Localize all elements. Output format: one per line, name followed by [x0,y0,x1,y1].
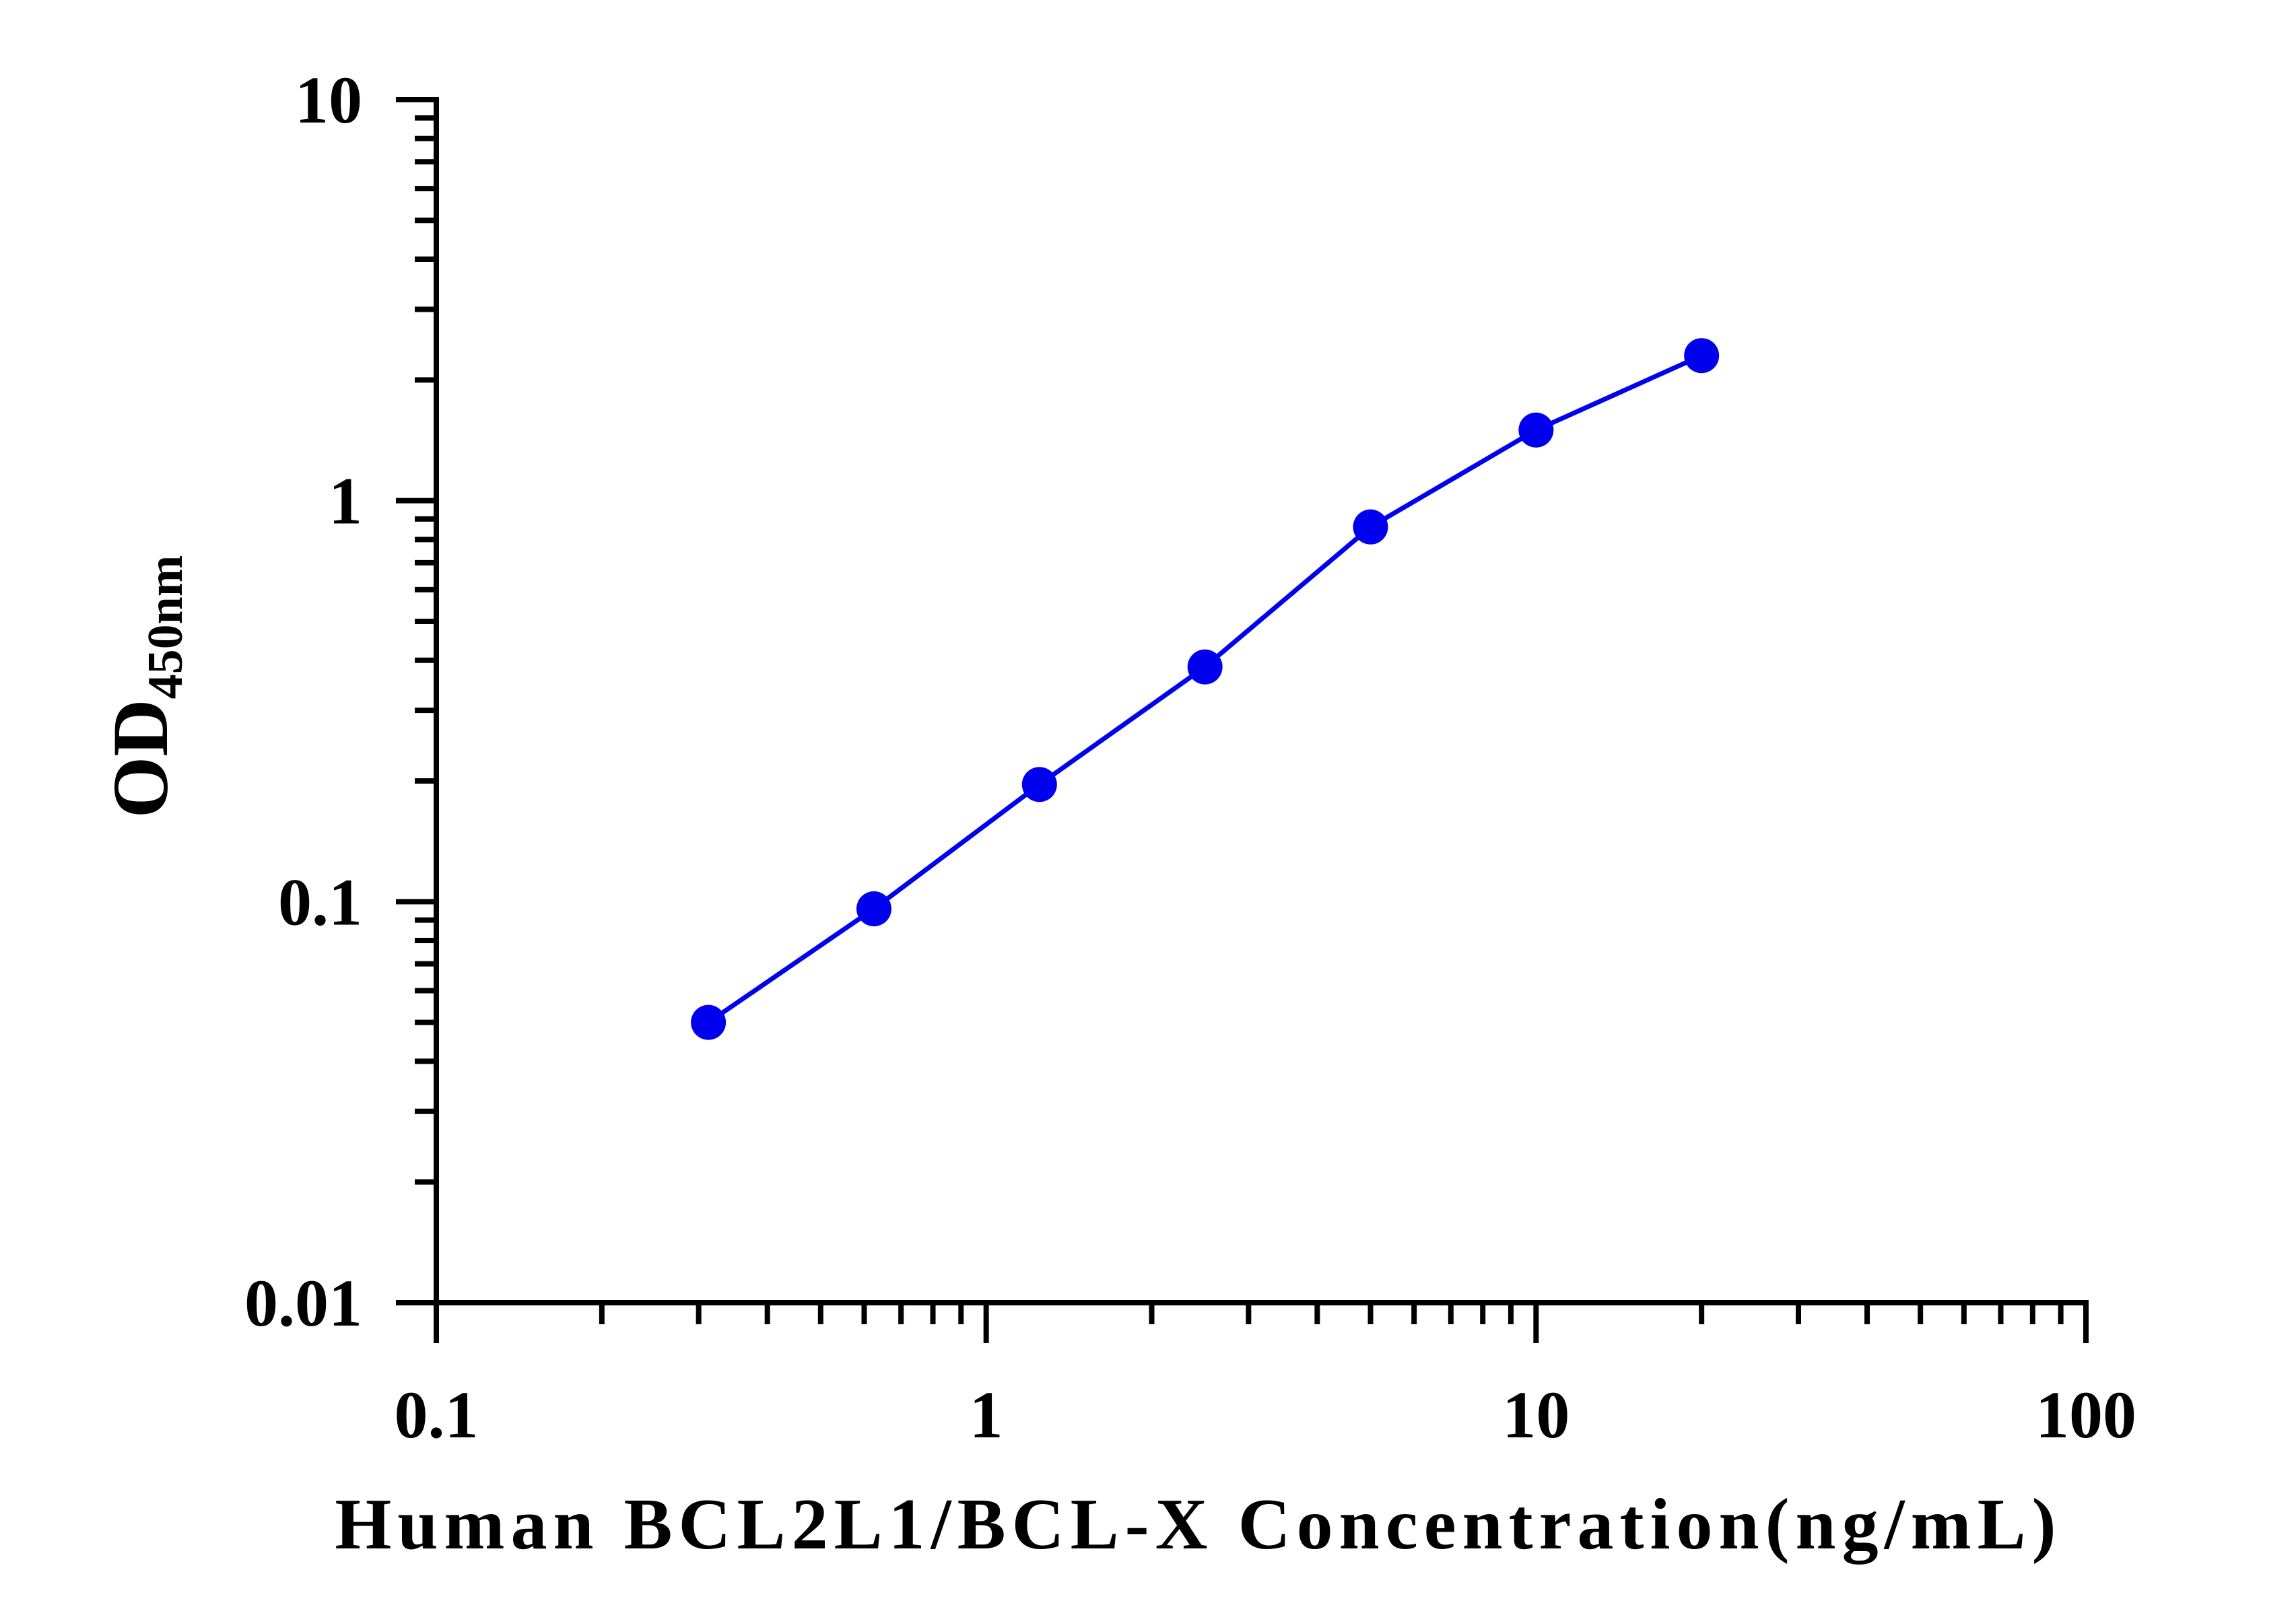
axes: 0.01 0.1 1 10 0.1 1 10 100 [244,63,2136,1452]
x-tick-label: 100 [2035,1377,2136,1452]
x-tick-label: 0.1 [395,1377,479,1452]
data-point [691,1004,727,1040]
y-axis-title-main: OD [96,699,184,818]
y-tick-label: 1 [329,464,362,539]
data-point [1021,767,1057,802]
data-point [1187,649,1223,685]
data-point [1353,509,1388,545]
series-line [707,353,1703,1025]
y-axis-title: OD450nm [96,555,193,819]
plot-area [691,338,1720,1040]
y-tick-label: 0.01 [244,1266,362,1340]
y-tick-label: 0.1 [278,864,362,939]
data-point [1518,412,1554,448]
x-axis-title: Human BCL2L1/BCL-X Concentration(ng/mL) [335,1484,2062,1565]
data-point [1684,338,1720,374]
y-tick-label: 10 [295,63,362,137]
x-tick-label: 1 [970,1377,1003,1452]
data-point [856,891,891,926]
y-axis-title-subscript: 450nm [138,555,193,699]
x-tick-label: 10 [1502,1377,1569,1452]
